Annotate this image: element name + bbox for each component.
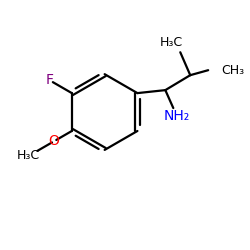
Text: H₃C: H₃C xyxy=(160,36,183,49)
Text: H₃C: H₃C xyxy=(17,150,40,162)
Text: CH₃: CH₃ xyxy=(221,64,244,77)
Text: F: F xyxy=(46,73,54,87)
Text: NH₂: NH₂ xyxy=(163,109,190,123)
Text: O: O xyxy=(48,134,59,148)
